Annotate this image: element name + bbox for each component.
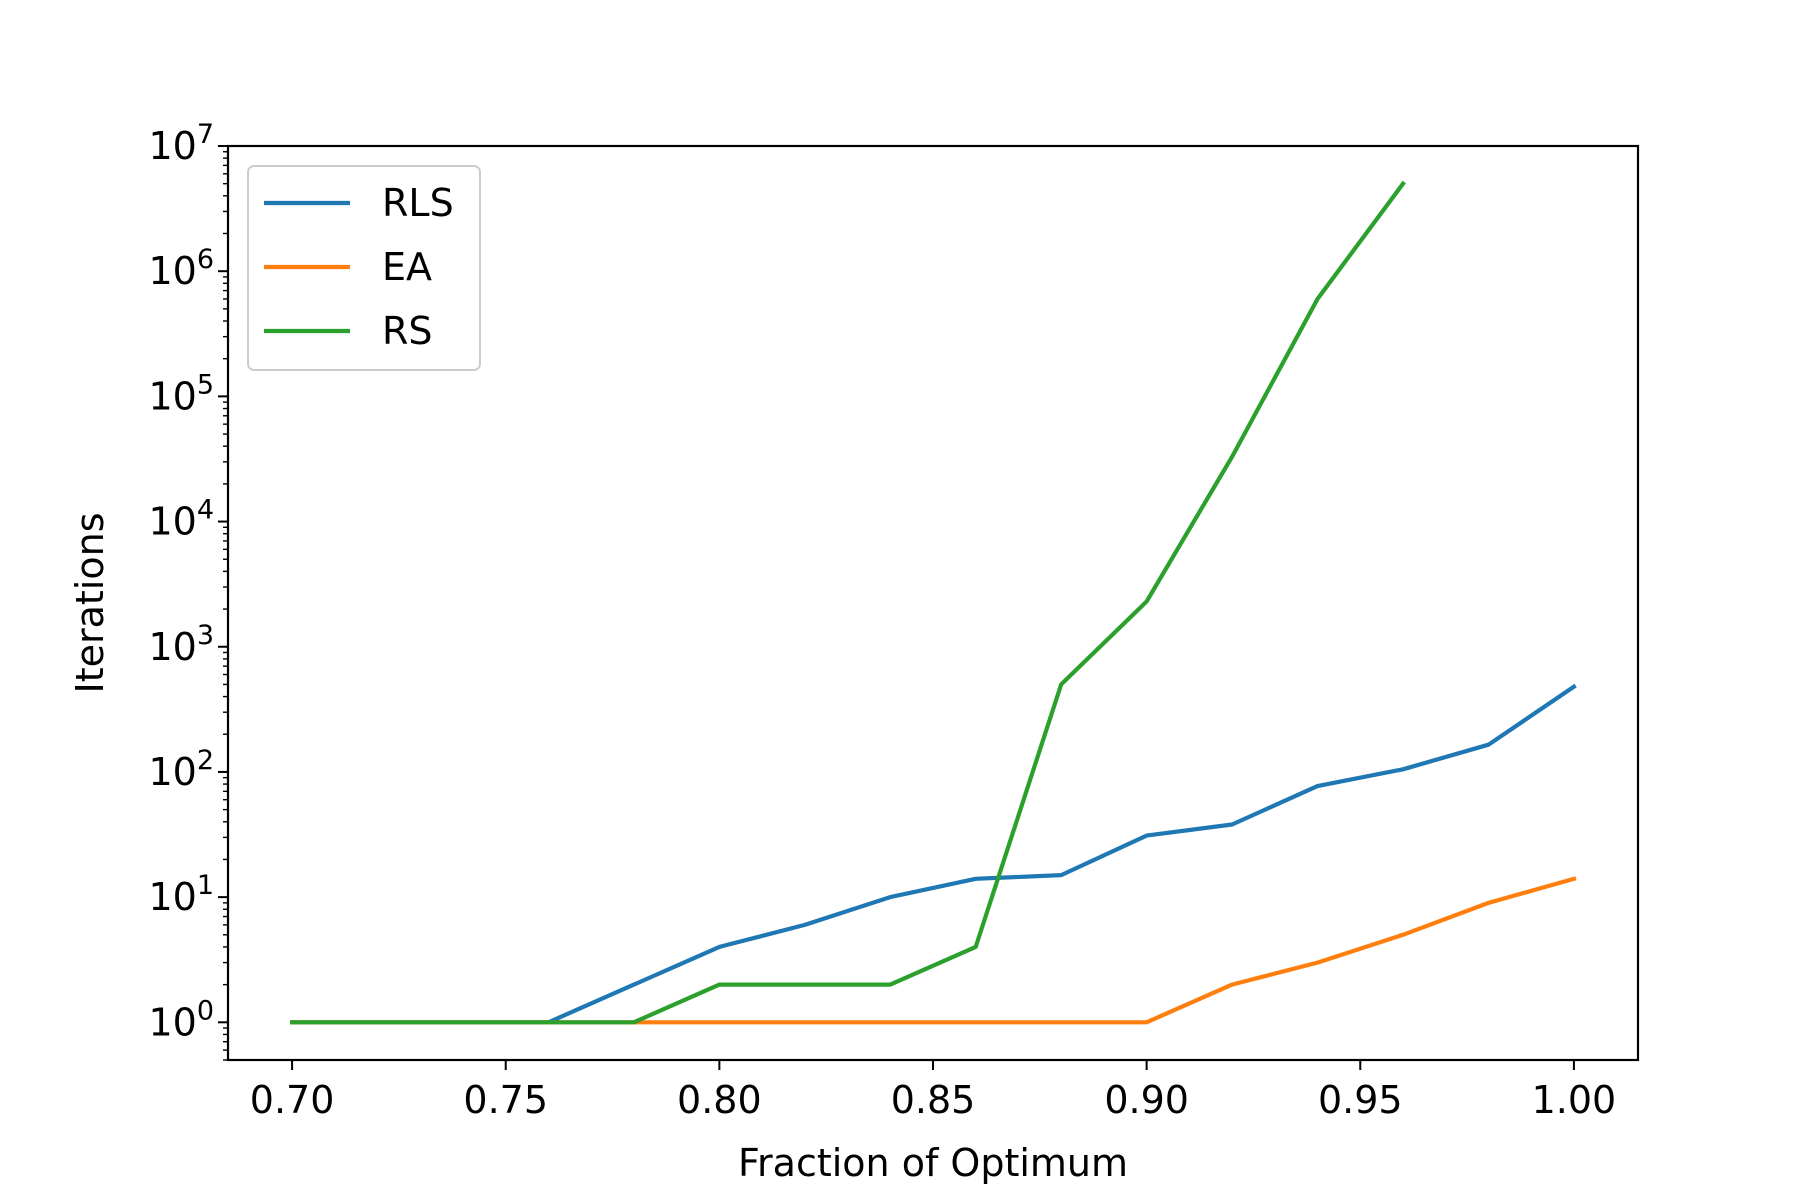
y-tick-label: 106 [148, 244, 214, 293]
series-layer [290, 180, 1577, 1025]
y-tick-label: 100 [148, 995, 214, 1044]
y-tick-label: 104 [148, 495, 214, 544]
y-tick-label: 107 [148, 119, 214, 168]
x-tick-label: 0.85 [891, 1078, 976, 1122]
y-axis-title: Iterations [68, 513, 112, 694]
legend-label-rs: RS [382, 309, 433, 353]
x-axis: 0.70 0.75 0.80 0.85 0.90 0.95 1.00 [250, 1060, 1616, 1122]
y-tick-label: 105 [148, 369, 214, 418]
x-tick-label: 0.90 [1104, 1078, 1189, 1122]
y-axis: 100 101 102 103 104 105 106 107 [148, 119, 228, 1061]
y-tick-label: 101 [148, 870, 214, 919]
x-tick-label: 0.75 [463, 1078, 548, 1122]
x-tick-label: 0.70 [250, 1078, 335, 1122]
y-tick-label: 103 [148, 620, 214, 669]
legend-label-ea: EA [382, 245, 432, 289]
x-tick-label: 0.95 [1318, 1078, 1403, 1122]
x-axis-title: Fraction of Optimum [738, 1141, 1128, 1185]
series-line-rs [290, 180, 1406, 1025]
x-tick-label: 1.00 [1532, 1078, 1617, 1122]
x-tick-label: 0.80 [677, 1078, 762, 1122]
legend: RLS EA RS [247, 165, 481, 371]
y-tick-label: 102 [148, 745, 214, 794]
legend-box [247, 165, 481, 371]
legend-label-rls: RLS [382, 181, 454, 225]
